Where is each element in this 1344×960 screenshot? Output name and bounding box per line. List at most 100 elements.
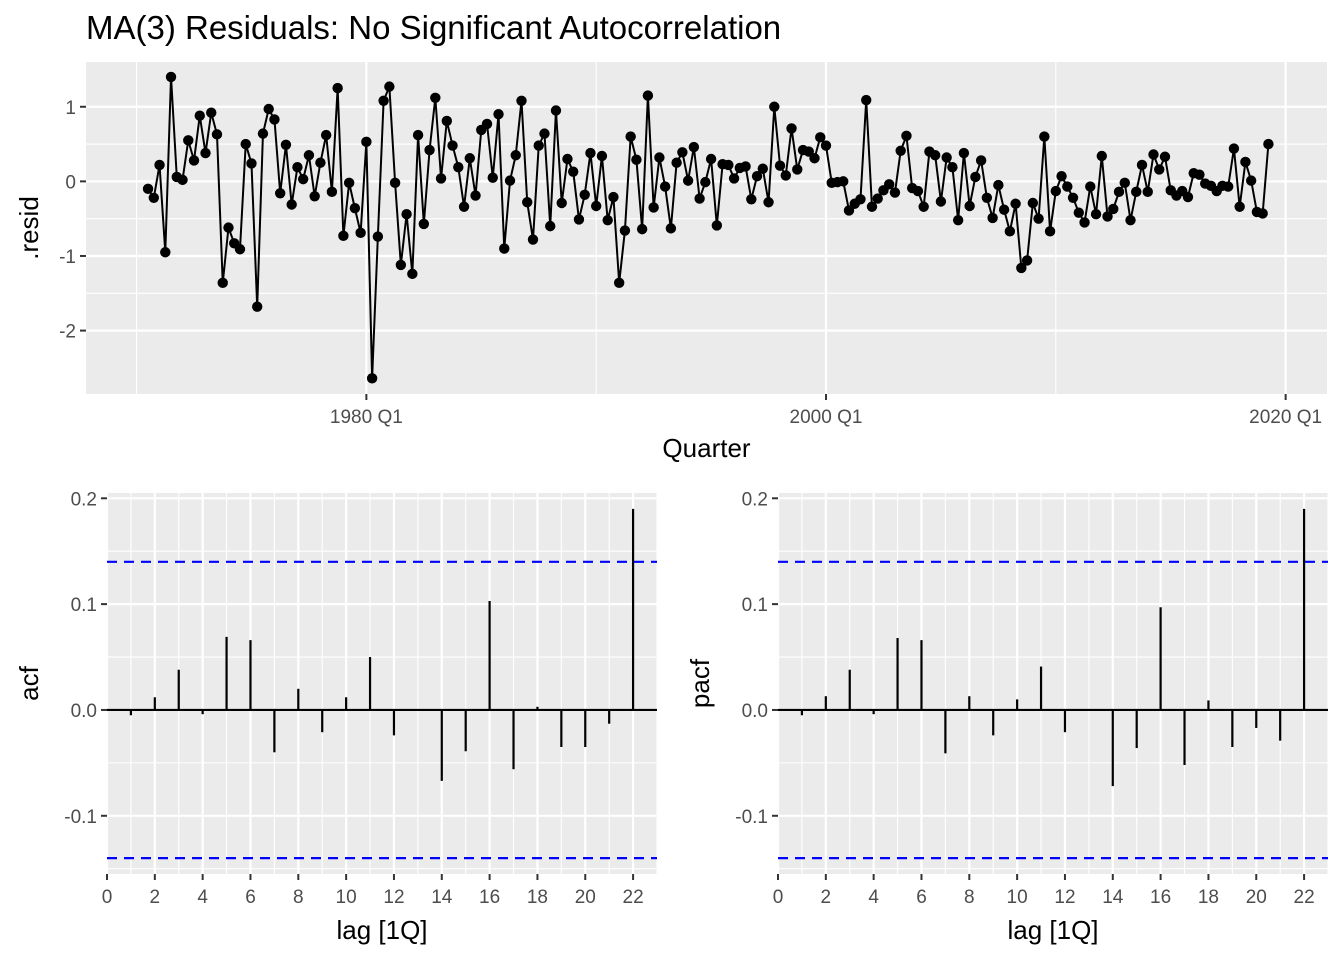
panel-background [107,493,657,874]
x-tick-label: 20 [1246,887,1267,908]
residual-point [206,107,217,118]
residual-point [1222,181,1234,192]
residual-point [602,214,613,226]
residual-point [838,176,849,187]
residual-point [183,135,194,146]
residual-point [608,191,619,203]
residual-point [458,201,470,212]
residual-point [366,373,378,384]
residual-point [234,244,246,255]
residual-point [384,81,395,92]
residual-point [1039,131,1050,142]
y-axis-title: acf [14,665,44,700]
residual-point [441,115,453,127]
residual-point [728,173,740,184]
residual-point [941,152,952,163]
residual-point [671,157,682,168]
residual-point [677,147,688,158]
residual-point [1010,198,1021,209]
residual-point [240,138,251,150]
residual-point [1131,186,1142,198]
residual-point [631,154,642,165]
residual-point [786,123,797,134]
x-tick-label: 8 [293,887,304,908]
residual-point [252,301,263,312]
residual-point [918,201,929,212]
residual-point [1240,156,1251,168]
residual-point [332,82,343,94]
residual-point [757,163,768,174]
x-tick-label: 6 [916,887,927,908]
residual-point [177,174,188,186]
chart-title: MA(3) Residuals: No Significant Autocorr… [86,9,781,46]
residual-point [1102,211,1113,222]
residual-point [148,192,159,203]
residual-point [1016,262,1027,274]
x-tick-label: 4 [868,887,879,908]
residual-point [952,214,964,226]
x-tick-label: 12 [383,887,404,908]
residual-point [200,147,211,159]
residual-point [935,196,947,207]
residual-point [763,197,774,208]
residual-point [1125,214,1136,226]
residual-point [1263,138,1274,150]
residual-point [648,202,659,213]
residual-point [1044,226,1056,237]
residual-point [659,181,671,192]
residual-point [223,222,234,233]
residual-point [619,225,631,236]
residual-point [568,166,579,177]
residual-point [665,223,677,234]
residual-point [194,110,205,121]
residual-point [527,234,539,245]
residual-point [1142,186,1153,198]
residual-point [1234,201,1245,212]
residual-point [338,230,349,242]
residual-point [981,192,993,203]
residual-point [590,200,602,212]
residual-point [723,159,734,171]
y-tick-label: 0.1 [71,595,97,616]
x-axis-title: lag [1Q] [1007,915,1098,945]
residual-point [378,95,389,107]
x-tick-label: 2000 Q1 [790,407,863,428]
residual-point [1096,150,1107,162]
residual-point [257,128,269,139]
residual-point [820,140,832,151]
y-tick-label: 1 [65,98,76,119]
x-tick-label: 22 [1294,887,1315,908]
residual-point [160,247,171,258]
residual-point [412,129,424,141]
residual-point [700,176,711,188]
residual-point [326,186,338,198]
residual-point [711,220,723,231]
residual-point [654,152,665,163]
y-tick-label: 0 [65,172,76,193]
residual-point [395,259,407,271]
residual-point [625,131,636,142]
residual-point [872,193,883,204]
residual-point [636,223,648,235]
residual-point [246,158,257,169]
residual-point [975,155,987,166]
residual-point [470,190,481,201]
x-tick-label: 6 [245,887,256,908]
x-tick-label: 2020 Q1 [1249,407,1322,428]
x-tick-label: 2 [821,887,832,908]
residual-point [435,173,447,184]
residual-point [740,161,751,172]
residual-point [274,188,286,199]
residual-point [269,114,280,125]
residual-point [1228,143,1240,154]
residual-point [263,103,274,115]
x-tick-label: 2 [150,887,161,908]
residual-point [447,140,458,151]
residual-point [211,129,223,140]
x-axis-title: Quarter [662,433,750,463]
residual-point [1148,149,1159,160]
residual-series-line [147,76,1270,379]
residual-point [579,189,590,200]
residual-point [533,140,544,151]
